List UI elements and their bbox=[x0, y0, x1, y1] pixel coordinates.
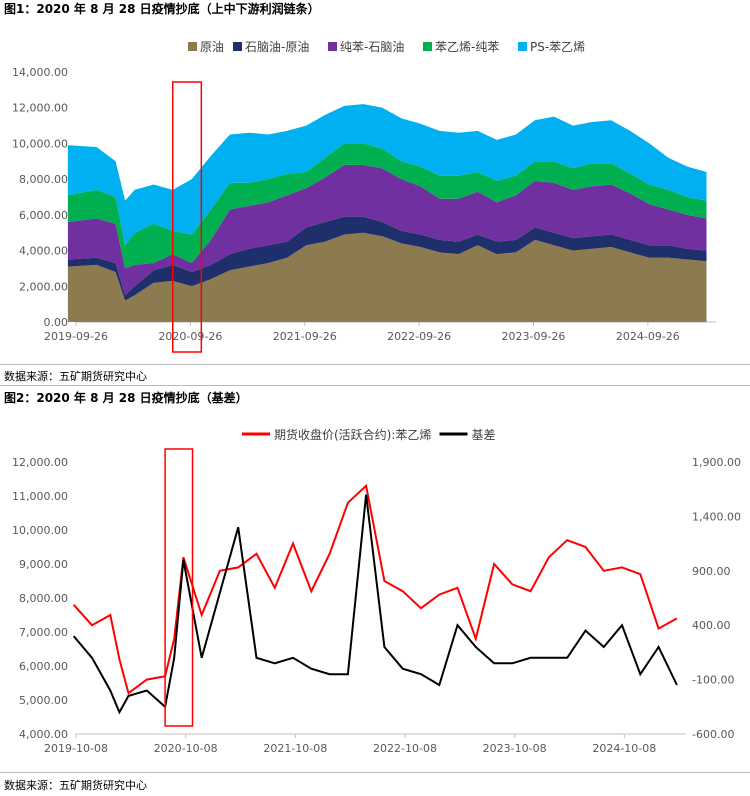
x-tick-label: 2024-09-26 bbox=[616, 330, 680, 343]
figure2-title: 图2：2020 年 8 月 28 日疫情抄底（基差） bbox=[4, 391, 248, 405]
area-PS-苯乙烯 bbox=[67, 104, 707, 246]
x-tick-label: 2022-09-26 bbox=[387, 330, 451, 343]
y-tick-label: 0.00 bbox=[44, 316, 69, 329]
line-基差 bbox=[72, 494, 678, 715]
legend-swatch bbox=[328, 42, 337, 51]
divider bbox=[0, 364, 750, 365]
y-left-tick-label: 4,000.00 bbox=[19, 728, 68, 741]
y-right-tick-label: -600.00 bbox=[692, 728, 734, 741]
y-tick-label: 4,000.00 bbox=[19, 245, 68, 258]
x-tick-label: 2021-09-26 bbox=[273, 330, 337, 343]
x-tick-label: 2020-10-08 bbox=[154, 742, 218, 755]
highlight-box bbox=[171, 81, 203, 353]
area-原油 bbox=[67, 232, 707, 322]
area-纯苯-石脑油 bbox=[67, 164, 707, 296]
legend-swatch bbox=[518, 42, 527, 51]
x-tick-label: 2021-10-08 bbox=[263, 742, 327, 755]
y-left-tick-label: 11,000.00 bbox=[12, 490, 68, 503]
y-tick-label: 2,000.00 bbox=[19, 280, 68, 293]
y-right-tick-label: 1,900.00 bbox=[692, 456, 741, 469]
legend-swatch bbox=[233, 42, 242, 51]
y-left-tick-label: 8,000.00 bbox=[19, 592, 68, 605]
y-tick-label: 14,000.00 bbox=[12, 66, 68, 79]
y-tick-label: 12,000.00 bbox=[12, 102, 68, 115]
y-right-tick-label: 1,400.00 bbox=[692, 510, 741, 523]
chart1-stacked-area: 0.00 2,000.00 4,000.00 6,000.00 8,000.00 10,0… bbox=[12, 40, 716, 353]
divider bbox=[0, 385, 750, 386]
y-left-tick-label: 10,000.00 bbox=[12, 524, 68, 537]
figure1-source: 数据来源：五矿期货研究中心 bbox=[4, 370, 147, 383]
y-left-tick-label: 7,000.00 bbox=[19, 626, 68, 639]
y-left-tick-label: 9,000.00 bbox=[19, 558, 68, 571]
y-left-tick-label: 12,000.00 bbox=[12, 456, 68, 469]
legend-swatch bbox=[188, 42, 197, 51]
figure1-title: 图1：2020 年 8 月 28 日疫情抄底（上中下游利润链条） bbox=[4, 2, 320, 16]
divider bbox=[0, 772, 750, 773]
x-tick-label: 2019-09-26 bbox=[44, 330, 108, 343]
y-tick-label: 10,000.00 bbox=[12, 137, 68, 150]
legend-swatch bbox=[423, 42, 432, 51]
y-right-tick-label: -100.00 bbox=[692, 674, 734, 687]
chart2-line: 4,000.00 5,000.00 6,000.00 7,000.00 8,000.00… bbox=[12, 427, 741, 755]
x-tick-label: 2019-10-08 bbox=[44, 742, 108, 755]
y-right-tick-label: 400.00 bbox=[692, 619, 731, 632]
area-石脑油-原油 bbox=[67, 216, 707, 301]
area-苯乙烯-纯苯 bbox=[67, 143, 707, 269]
y-tick-label: 8,000.00 bbox=[19, 173, 68, 186]
x-tick-label: 2023-10-08 bbox=[483, 742, 547, 755]
legend-label: PS-苯乙烯 bbox=[530, 40, 585, 54]
x-tick-label: 2022-10-08 bbox=[373, 742, 437, 755]
highlight-box bbox=[164, 448, 194, 727]
y-right-tick-label: 900.00 bbox=[692, 565, 731, 578]
line-期货收盘价(活跃合约):苯乙烯 bbox=[72, 483, 678, 695]
y-left-tick-label: 6,000.00 bbox=[19, 660, 68, 673]
legend-label: 期货收盘价(活跃合约):苯乙烯 bbox=[274, 427, 431, 442]
y-left-tick-label: 5,000.00 bbox=[19, 694, 68, 707]
legend-label: 原油 bbox=[200, 40, 224, 54]
x-tick-label: 2024-10-08 bbox=[592, 742, 656, 755]
figure2-source: 数据来源：五矿期货研究中心 bbox=[4, 779, 147, 792]
legend-label: 石脑油-原油 bbox=[245, 40, 309, 54]
y-tick-label: 6,000.00 bbox=[19, 209, 68, 222]
x-tick-label: 2020-09-26 bbox=[158, 330, 222, 343]
legend-label: 苯乙烯-纯苯 bbox=[435, 40, 499, 54]
legend-label: 基差 bbox=[472, 428, 496, 442]
x-tick-label: 2023-09-26 bbox=[502, 330, 566, 343]
legend-label: 纯苯-石脑油 bbox=[340, 40, 404, 54]
